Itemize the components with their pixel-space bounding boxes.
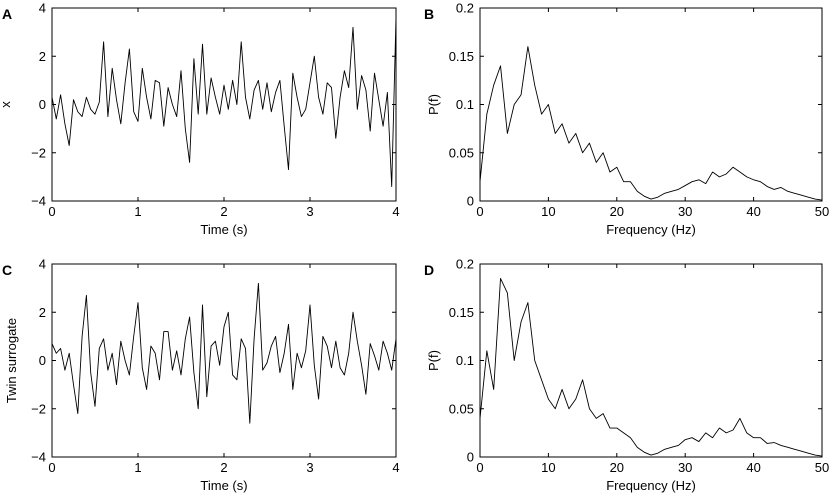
panel-letter: B <box>424 6 434 22</box>
x-tick-label: 0 <box>48 460 55 475</box>
series-line <box>51 282 397 424</box>
x-tick-label: 2 <box>220 460 227 475</box>
panel-c: 0 1 2 3 4 −4 −2 0 2 4 Time (s) Twin surrogate C <box>2 257 400 494</box>
x-axis-label: Frequency (Hz) <box>606 222 696 237</box>
x-axis-label: Frequency (Hz) <box>606 478 696 493</box>
y-axis-label: P(f) <box>426 350 441 371</box>
y-tick-label: 0.15 <box>449 49 474 64</box>
x-tick-label: 20 <box>610 460 624 475</box>
y-axis-label: P(f) <box>426 94 441 115</box>
panel-letter: C <box>2 262 12 278</box>
x-tick-label: 40 <box>746 460 760 475</box>
x-axis-label: Time (s) <box>200 478 247 493</box>
y-tick-label: 0 <box>39 353 46 368</box>
x-tick-label: 30 <box>678 204 692 219</box>
series-line <box>479 278 823 457</box>
y-tick-label: 0 <box>39 97 46 112</box>
x-tick-label: 0 <box>48 204 55 219</box>
x-tick-label: 0 <box>476 460 483 475</box>
x-tick-label: 4 <box>392 204 399 219</box>
series-line <box>51 17 397 187</box>
x-tick-label: 4 <box>392 460 399 475</box>
x-tick-label: 50 <box>815 204 829 219</box>
y-tick-label: 2 <box>39 305 46 320</box>
x-tick-label: 0 <box>476 204 483 219</box>
x-tick-label: 50 <box>815 460 829 475</box>
x-tick-label: 30 <box>678 460 692 475</box>
x-axis-label: Time (s) <box>200 222 247 237</box>
y-tick-label: 0.2 <box>456 257 474 272</box>
y-tick-label: 0 <box>467 194 474 209</box>
y-tick-label: −4 <box>31 450 46 465</box>
y-tick-label: 0.2 <box>456 1 474 16</box>
x-tick-label: 1 <box>134 460 141 475</box>
y-tick-label: 0.05 <box>449 401 474 416</box>
series-line <box>479 46 823 201</box>
y-tick-label: 0.1 <box>456 353 474 368</box>
y-tick-label: −2 <box>31 401 46 416</box>
x-tick-label: 10 <box>541 204 555 219</box>
x-tick-label: 2 <box>220 204 227 219</box>
y-axis-label: Twin surrogate <box>4 318 19 403</box>
y-tick-label: −4 <box>31 194 46 209</box>
x-tick-label: 40 <box>746 204 760 219</box>
y-tick-label: 0 <box>467 450 474 465</box>
y-tick-label: 4 <box>39 1 46 16</box>
y-tick-label: 0.05 <box>449 145 474 160</box>
x-tick-label: 20 <box>610 204 624 219</box>
x-tick-label: 3 <box>306 460 313 475</box>
x-tick-label: 1 <box>134 204 141 219</box>
y-tick-label: 0.1 <box>456 97 474 112</box>
y-tick-label: 2 <box>39 49 46 64</box>
y-tick-label: 0.15 <box>449 305 474 320</box>
panel-letter: D <box>424 262 434 278</box>
x-tick-label: 3 <box>306 204 313 219</box>
x-tick-label: 10 <box>541 460 555 475</box>
panel-b: 0 10 20 30 40 50 0 0.05 0.1 0.15 0.2 Frequency (Hz)… <box>424 1 829 238</box>
y-tick-label: 4 <box>39 257 46 272</box>
y-axis-label: x <box>0 101 13 108</box>
y-tick-label: −2 <box>31 145 46 160</box>
panel-letter: A <box>2 6 12 22</box>
panel-a: 0 1 2 3 4 −4 −2 0 2 4 Time (s) x A <box>0 1 400 238</box>
panel-d: 0 10 20 30 40 50 0 0.05 0.1 0.15 0.2 Frequency (Hz)… <box>424 257 829 494</box>
